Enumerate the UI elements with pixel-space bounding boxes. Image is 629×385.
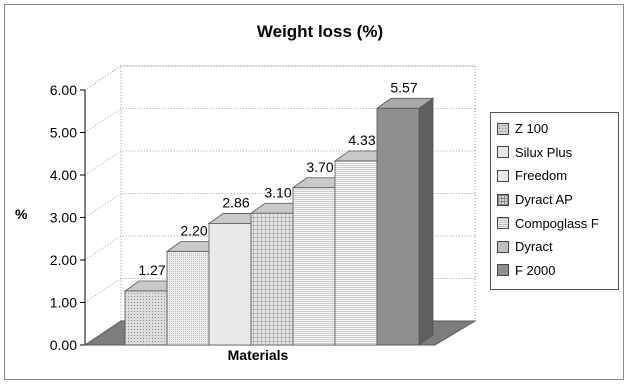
data-label: 5.57 (390, 79, 417, 95)
legend-label: Compoglass F (515, 215, 599, 231)
legend-label: Dyract (515, 239, 553, 255)
y-axis-label: % (15, 206, 28, 222)
chart-legend: Z 100 Silux Plus Freedom Dyract AP Compoglas… (490, 112, 619, 290)
legend-label: Dyract AP (515, 192, 573, 208)
data-label: 2.86 (222, 194, 249, 210)
legend-swatch (497, 264, 509, 277)
bar (250, 212, 294, 346)
legend-label: Freedom (515, 168, 568, 184)
y-tick-label: 1.00 (50, 295, 77, 311)
legend-swatch (497, 240, 509, 253)
legend-swatch (497, 169, 509, 182)
bar (208, 223, 252, 346)
legend-label: Z 100 (515, 121, 549, 137)
y-tick-label: 0.00 (50, 337, 77, 353)
legend-item: Freedom (497, 164, 618, 188)
y-tick-label: 6.00 (50, 82, 77, 98)
legend-swatch (497, 146, 509, 159)
legend-item: Compoglass F (497, 211, 618, 235)
legend-swatch (497, 217, 509, 230)
legend-item: Z 100 (497, 117, 618, 141)
legend-swatch (497, 122, 509, 135)
y-tick-label: 4.00 (50, 167, 77, 183)
bar (334, 160, 378, 346)
legend-label: F 2000 (515, 262, 556, 278)
bar (376, 107, 420, 346)
chart-frame: 0.00 1.00 2.00 3.00 4.00 5.00 6.00 1.27 2.20 2.86… (4, 4, 624, 380)
legend-item: Dyract (497, 235, 618, 259)
gridline (84, 108, 475, 133)
legend-item: Silux Plus (497, 141, 618, 165)
gridline (84, 65, 475, 91)
data-label: 4.33 (348, 132, 375, 148)
y-tick-label: 5.00 (50, 125, 77, 141)
data-label: 3.70 (306, 159, 333, 175)
y-tick-label: 2.00 (50, 252, 77, 268)
bar (292, 187, 336, 346)
legend-swatch (497, 193, 509, 206)
data-label: 3.10 (264, 184, 291, 200)
legend-label: Silux Plus (515, 144, 573, 160)
bar (124, 290, 168, 346)
chart-canvas: 0.00 1.00 2.00 3.00 4.00 5.00 6.00 1.27 2.20 2.86… (15, 22, 477, 363)
chart-title: Weight loss (%) (257, 22, 383, 41)
bar (166, 251, 210, 346)
y-tick-label: 3.00 (50, 210, 77, 226)
legend-item: F 2000 (497, 259, 618, 283)
legend-item: Dyract AP (497, 188, 618, 212)
bar-side (418, 97, 434, 346)
data-label: 1.27 (138, 262, 165, 278)
x-axis-label: Materials (228, 347, 289, 363)
data-label: 2.20 (180, 223, 207, 239)
